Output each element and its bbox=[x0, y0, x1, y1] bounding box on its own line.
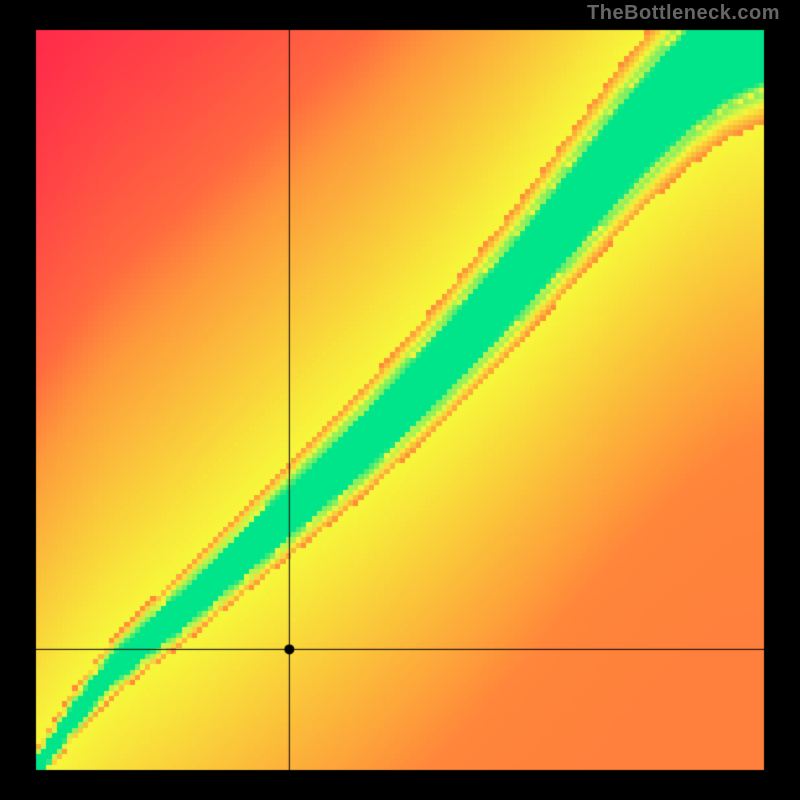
attribution-text: TheBottleneck.com bbox=[587, 2, 780, 25]
bottleneck-heatmap bbox=[0, 0, 800, 800]
